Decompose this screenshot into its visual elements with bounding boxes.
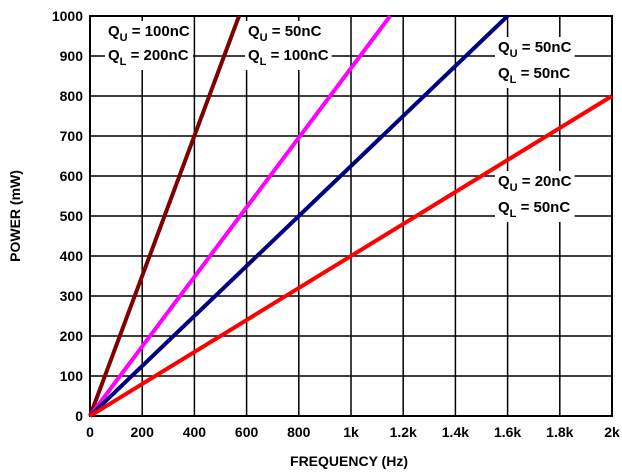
annotation-symbol: Q: [248, 23, 260, 40]
y-tick-label: 600: [60, 168, 84, 184]
annotation-subscript: U: [510, 48, 518, 60]
x-tick-label: 0: [86, 424, 94, 440]
y-tick-label: 300: [60, 288, 84, 304]
x-tick-label: 1.8k: [546, 424, 573, 440]
x-tick-label: 200: [131, 424, 155, 440]
series-line-2: [88, 14, 392, 418]
y-tick-label: 1000: [52, 8, 83, 24]
series-line-4: [88, 94, 614, 418]
y-tick-label: 800: [60, 88, 84, 104]
annotation-subscript: U: [260, 32, 268, 44]
annotation-line: QU = 20nC: [498, 173, 572, 194]
x-tick-label: 1.4k: [442, 424, 469, 440]
annotation-subscript: L: [120, 56, 127, 68]
annotation-line: QL = 200nC: [108, 47, 189, 68]
annotation-value: = 50nC: [268, 23, 322, 40]
annotation-subscript: U: [510, 182, 518, 194]
annotation-subscript: L: [510, 208, 517, 220]
x-tick-label: 1.2k: [390, 424, 417, 440]
annotation-line: QL = 50nC: [498, 65, 570, 86]
annotation-value: = 100nC: [266, 47, 328, 64]
y-tick-label: 500: [60, 208, 84, 224]
series-line-3: [88, 14, 509, 418]
x-tick-label: 400: [183, 424, 207, 440]
annotation-value: = 50nC: [518, 39, 572, 56]
annotation-symbol: Q: [498, 173, 510, 190]
x-tick-label: 1.6k: [494, 424, 521, 440]
annotation-value: = 50nC: [516, 199, 570, 216]
y-tick-labels: 0 100 200 300 400 500 600 700 800 900 1000: [52, 8, 83, 424]
annotation-symbol: Q: [248, 47, 260, 64]
y-tick-label: 200: [60, 328, 84, 344]
annotation-value: = 100nC: [128, 23, 190, 40]
plot-frame: [89, 15, 613, 417]
y-tick-label: 900: [60, 48, 84, 64]
y-axis-label: POWER (mW): [7, 170, 23, 262]
x-tick-label: 600: [235, 424, 259, 440]
x-tick-labels: 0 200 400 600 800 1k 1.2k 1.4k 1.6k 1.8k 2k: [86, 424, 620, 440]
annotation-background: [245, 21, 332, 70]
x-tick-label: 800: [287, 424, 311, 440]
annotation-value: = 20nC: [518, 173, 572, 190]
y-tick-label: 0: [75, 408, 83, 424]
annotation-subscript: L: [260, 56, 267, 68]
annotation-symbol: Q: [498, 39, 510, 56]
y-tick-label: 700: [60, 128, 84, 144]
y-tick-label: 100: [60, 368, 84, 384]
grid: [89, 15, 613, 417]
y-tick-label: 400: [60, 248, 84, 264]
x-axis-label: FREQUENCY (Hz): [290, 453, 408, 469]
annotation-symbol: Q: [498, 65, 510, 82]
x-tick-label: 1k: [343, 424, 359, 440]
series-lines: [88, 14, 614, 418]
x-tick-label: 2k: [604, 424, 620, 440]
annotation-line: QU = 50nC: [498, 39, 572, 60]
annotation-line: QU = 50nC: [248, 23, 322, 44]
annotation-line: QL = 100nC: [248, 47, 329, 68]
annotation-value: = 50nC: [516, 65, 570, 82]
annotation-line: QU = 100nC: [108, 23, 190, 44]
annotation-line: QL = 50nC: [498, 199, 570, 220]
annotation-symbol: Q: [108, 47, 120, 64]
annotation-background: [495, 171, 575, 222]
annotation-value: = 200nC: [126, 47, 188, 64]
annotation-background: [105, 21, 193, 70]
annotation-subscript: U: [120, 32, 128, 44]
annotation-background: [495, 37, 575, 88]
annotation-subscript: L: [510, 74, 517, 86]
annotation-symbol: Q: [108, 23, 120, 40]
series-line-1: [88, 15, 241, 417]
annotation-symbol: Q: [498, 199, 510, 216]
